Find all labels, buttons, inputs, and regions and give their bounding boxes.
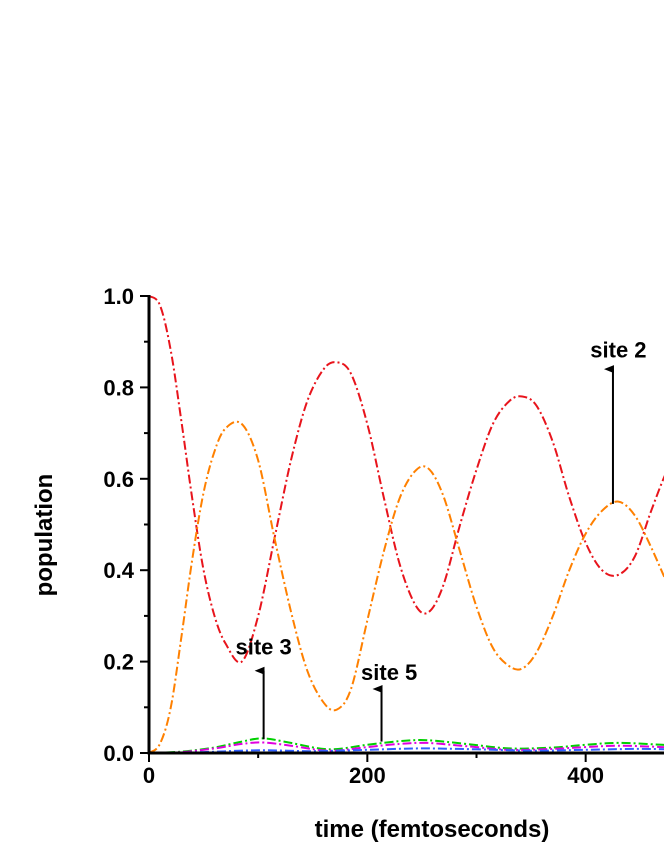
y-tick-label: 0.2 <box>103 650 134 675</box>
series-line-4 <box>149 741 664 754</box>
y-tick-label: 0.4 <box>103 558 134 583</box>
axes: 02004006000.00.20.40.60.81.0 <box>103 284 664 788</box>
x-tick-label: 400 <box>567 763 604 788</box>
series-line-3 <box>149 737 664 754</box>
x-tick-label: 0 <box>143 763 155 788</box>
series-line-5 <box>149 747 664 754</box>
series-line-1 <box>149 295 664 664</box>
y-tick-label: 0.6 <box>103 467 134 492</box>
x-axis-label: time (femtoseconds) <box>315 816 550 843</box>
annotation-label: site 5 <box>361 660 417 685</box>
y-axis-label: population <box>31 474 58 597</box>
annotation-label: site 2 <box>590 338 646 363</box>
plot-lines <box>149 295 664 754</box>
y-tick-label: 1.0 <box>103 284 134 309</box>
y-tick-label: 0.0 <box>103 741 134 766</box>
x-tick-label: 200 <box>349 763 386 788</box>
y-tick-label: 0.8 <box>103 375 134 400</box>
annotation-label: site 3 <box>235 635 291 660</box>
series-line-2 <box>149 420 664 754</box>
